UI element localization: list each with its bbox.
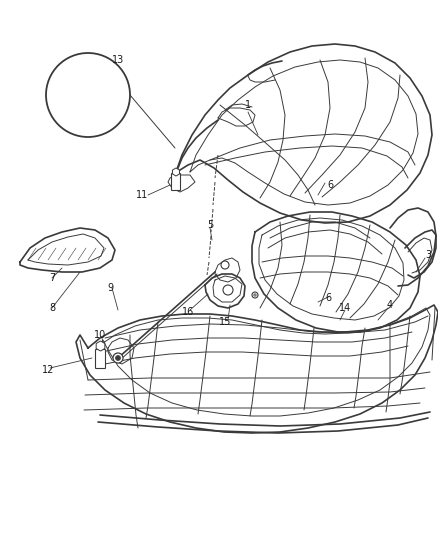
Text: 16: 16: [181, 307, 194, 317]
Text: 7: 7: [49, 273, 55, 283]
Text: 11: 11: [136, 190, 148, 200]
Text: 5: 5: [206, 220, 212, 230]
Text: 12: 12: [42, 365, 54, 375]
Text: 10: 10: [94, 330, 106, 340]
Text: 15: 15: [218, 317, 231, 327]
Circle shape: [253, 294, 256, 296]
Text: 14: 14: [338, 303, 350, 313]
Text: 6: 6: [326, 180, 332, 190]
Text: 6: 6: [324, 293, 330, 303]
Circle shape: [223, 285, 233, 295]
Text: 8: 8: [49, 303, 55, 313]
Text: 13: 13: [112, 55, 124, 65]
FancyBboxPatch shape: [171, 174, 180, 190]
Text: 1: 1: [244, 100, 251, 110]
Circle shape: [251, 292, 258, 298]
Circle shape: [115, 356, 120, 360]
Text: 4: 4: [386, 300, 392, 310]
Text: 3: 3: [424, 250, 430, 260]
Circle shape: [220, 261, 229, 269]
Text: 9: 9: [107, 283, 113, 293]
Circle shape: [46, 53, 130, 137]
Circle shape: [113, 353, 123, 363]
FancyBboxPatch shape: [95, 350, 105, 368]
